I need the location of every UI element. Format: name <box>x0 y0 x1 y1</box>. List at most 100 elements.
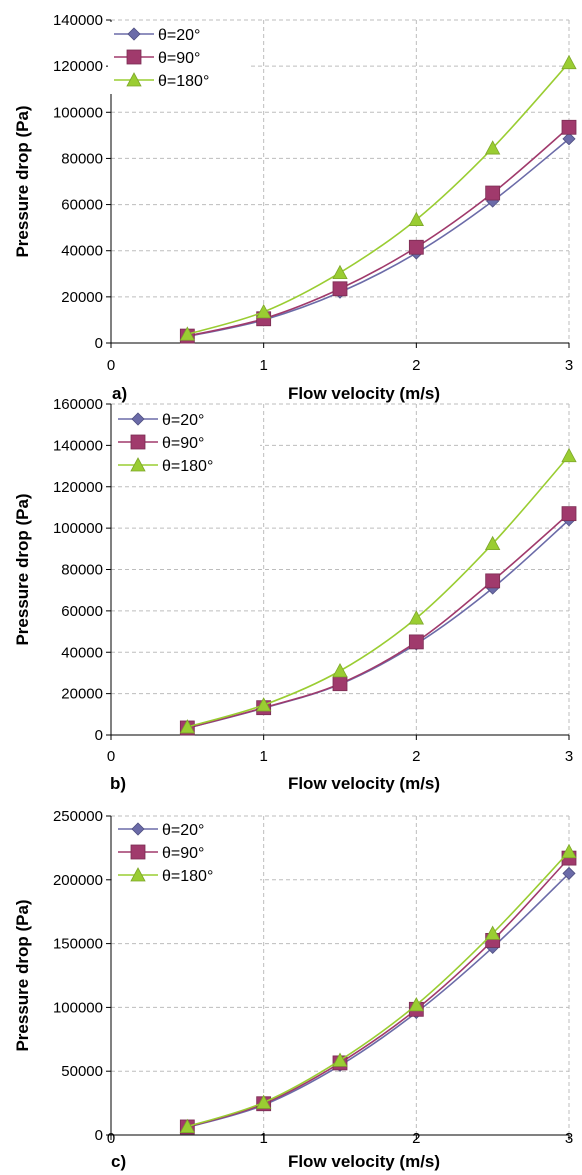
legend-label: θ=20° <box>158 27 200 44</box>
series-line <box>187 519 570 729</box>
series-line <box>187 851 570 1128</box>
y-tick-label: 140000 <box>53 12 103 29</box>
y-axis-title: Pressure drop (Pa) <box>13 899 32 1051</box>
legend-label: θ=180° <box>162 868 213 885</box>
legend-label: θ=20° <box>162 822 204 839</box>
legend: θ=20° θ=90° θ=180° <box>112 407 260 479</box>
y-tick-label: 160000 <box>53 396 103 413</box>
data-point <box>561 447 577 463</box>
y-tick-label: 0 <box>95 1127 103 1144</box>
y-tick-label: 100000 <box>53 999 103 1016</box>
data-point <box>485 573 501 589</box>
x-axis-title: Flow velocity (m/s) <box>288 384 440 403</box>
data-point <box>408 610 425 625</box>
legend-label: θ=180° <box>158 73 209 90</box>
y-tick-label: 250000 <box>53 808 103 825</box>
y-tick-label: 80000 <box>61 150 103 167</box>
data-point <box>179 719 196 734</box>
data-point <box>332 663 348 678</box>
chart-panel-a: 0 20000 40000 60000 80000 100000 120000 140000 0… <box>13 12 577 403</box>
series-line <box>187 62 570 336</box>
data-point <box>484 535 501 551</box>
legend-marker <box>131 822 145 836</box>
legend-label: θ=180° <box>162 458 213 475</box>
legend-marker <box>130 457 146 472</box>
y-tick-label: 60000 <box>61 603 103 620</box>
legend-label: θ=90° <box>162 435 204 452</box>
panel-label: b) <box>110 774 126 793</box>
legend-marker <box>130 867 146 882</box>
y-tick-label: 200000 <box>53 872 103 889</box>
y-tick-label: 0 <box>95 335 103 352</box>
data-point <box>179 1118 196 1133</box>
legend-marker <box>130 844 146 860</box>
series-line <box>187 513 570 729</box>
data-point <box>332 281 348 297</box>
y-tick-label: 50000 <box>61 1063 103 1080</box>
y-tick-label: 120000 <box>53 58 103 75</box>
y-tick-label: 40000 <box>61 243 103 260</box>
y-tick-label: 150000 <box>53 936 103 953</box>
data-point <box>255 304 272 319</box>
data-point <box>408 239 424 255</box>
x-tick-label: 3 <box>565 748 573 765</box>
x-tick-label: 0 <box>107 748 115 765</box>
y-tick-label: 140000 <box>53 437 103 454</box>
panel-label: a) <box>112 384 127 403</box>
y-tick-label: 120000 <box>53 479 103 496</box>
legend-label: θ=20° <box>162 412 204 429</box>
legend-marker <box>126 49 142 65</box>
data-point <box>332 676 348 692</box>
data-point <box>332 1052 348 1067</box>
y-tick-label: 40000 <box>61 644 103 661</box>
data-point <box>562 866 576 880</box>
x-tick-label: 2 <box>412 1130 420 1147</box>
x-tick-label: 3 <box>565 357 573 374</box>
data-point <box>484 140 501 155</box>
y-tick-label: 20000 <box>61 289 103 306</box>
y-tick-label: 20000 <box>61 686 103 703</box>
legend: θ=20° θ=90° θ=180° <box>112 817 260 889</box>
series-line <box>187 138 570 338</box>
chart-panel-b: 0 20000 40000 60000 80000 100000 120000 140000 1… <box>13 396 577 793</box>
data-point <box>408 211 425 226</box>
x-tick-label: 0 <box>107 357 115 374</box>
chart-panel-c: 0 50000 100000 150000 200000 250000 0 1 2 3 Flow v… <box>13 808 577 1171</box>
data-point <box>561 54 577 70</box>
data-point <box>561 843 577 859</box>
y-axis-title: Pressure drop (Pa) <box>13 105 32 257</box>
y-tick-label: 60000 <box>61 197 103 214</box>
legend-label: θ=90° <box>158 50 200 67</box>
data-point <box>255 697 272 712</box>
data-point <box>485 185 501 201</box>
y-tick-label: 80000 <box>61 562 103 579</box>
data-point <box>255 1094 272 1109</box>
legend-marker <box>127 27 141 41</box>
data-point <box>561 119 577 135</box>
data-point <box>484 925 501 940</box>
x-axis-title: Flow velocity (m/s) <box>288 774 440 793</box>
series-line <box>187 857 570 1128</box>
x-tick-label: 2 <box>412 748 420 765</box>
panel-label: c) <box>111 1152 126 1171</box>
x-axis-title: Flow velocity (m/s) <box>288 1152 440 1171</box>
y-axis-title: Pressure drop (Pa) <box>13 493 32 645</box>
data-point <box>562 132 576 146</box>
x-tick-label: 1 <box>259 1130 267 1147</box>
data-point <box>332 264 348 280</box>
x-tick-label: 1 <box>259 748 267 765</box>
series-line <box>187 455 570 728</box>
legend: θ=20° θ=90° θ=180° <box>108 22 250 94</box>
legend-marker <box>126 72 142 87</box>
data-point <box>179 326 196 341</box>
legend-marker <box>131 412 145 426</box>
y-tick-label: 100000 <box>53 520 103 537</box>
y-tick-label: 100000 <box>53 104 103 121</box>
data-point <box>408 634 424 650</box>
y-tick-label: 0 <box>95 727 103 744</box>
x-tick-label: 0 <box>107 1130 115 1147</box>
legend-label: θ=90° <box>162 845 204 862</box>
x-tick-label: 1 <box>259 357 267 374</box>
legend-marker <box>130 434 146 450</box>
